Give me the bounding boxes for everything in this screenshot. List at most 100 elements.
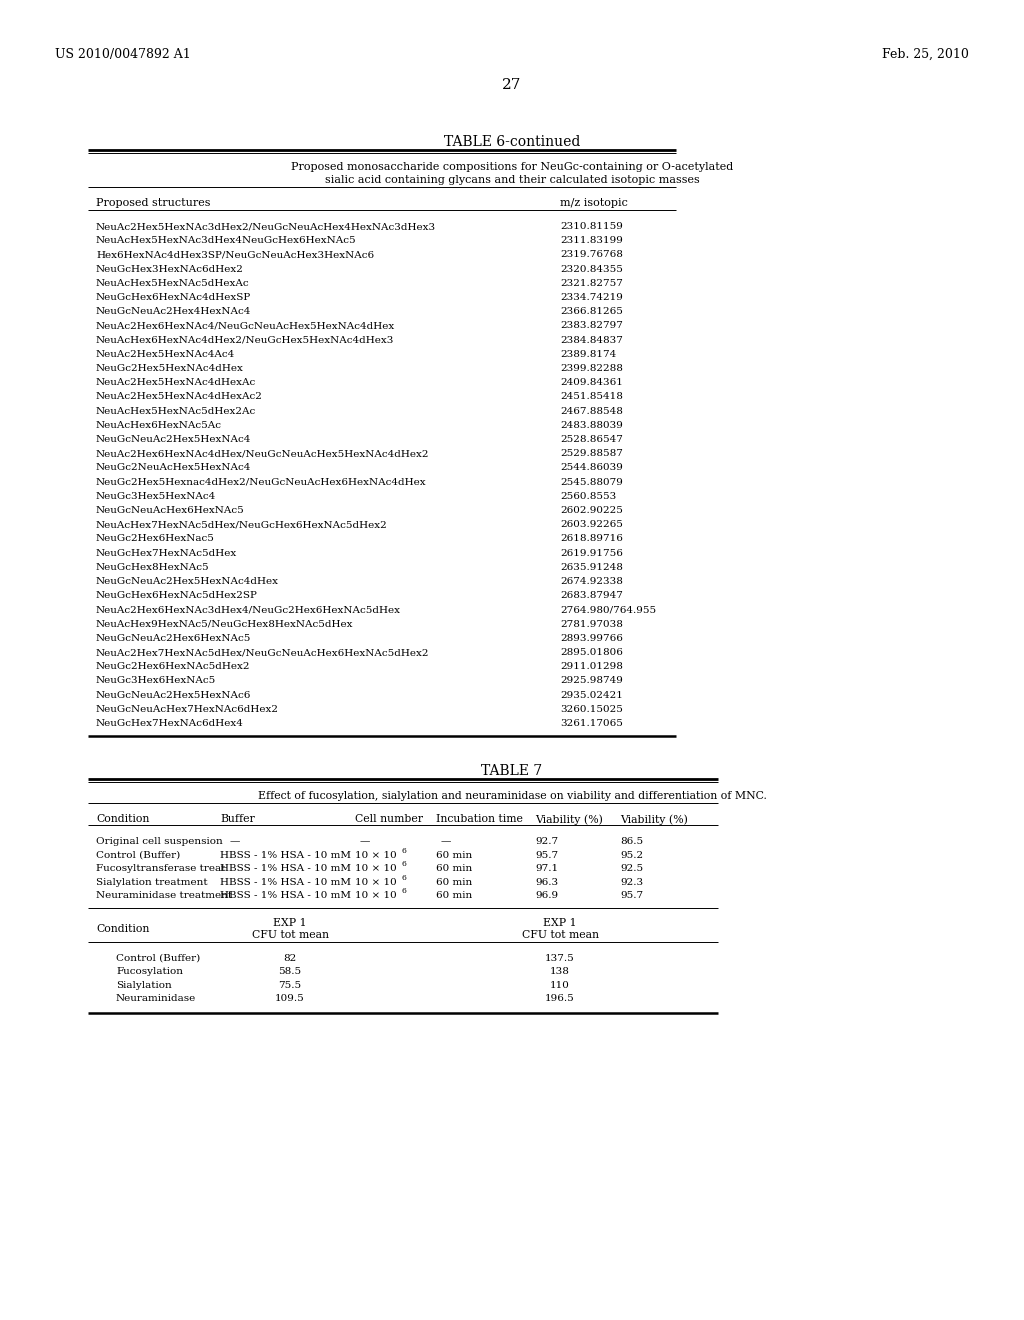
- Text: NeuAcHex6HexNAc4dHex2/NeuGcHex5HexNAc4dHex3: NeuAcHex6HexNAc4dHex2/NeuGcHex5HexNAc4dH…: [96, 335, 394, 345]
- Text: 60 min: 60 min: [436, 891, 472, 900]
- Text: 2618.89716: 2618.89716: [560, 535, 623, 544]
- Text: 196.5: 196.5: [545, 994, 574, 1003]
- Text: NeuAc2Hex5HexNAc4dHexAc2: NeuAc2Hex5HexNAc4dHexAc2: [96, 392, 263, 401]
- Text: NeuGcHex6HexNAc5dHex2SP: NeuGcHex6HexNAc5dHex2SP: [96, 591, 258, 601]
- Text: NeuAcHex5HexNAc5dHex2Ac: NeuAcHex5HexNAc5dHex2Ac: [96, 407, 256, 416]
- Text: 2781.97038: 2781.97038: [560, 619, 623, 628]
- Text: NeuGcNeuAc2Hex5HexNAc4dHex: NeuGcNeuAc2Hex5HexNAc4dHex: [96, 577, 279, 586]
- Text: 2528.86547: 2528.86547: [560, 436, 623, 444]
- Text: Viability (%): Viability (%): [620, 814, 688, 825]
- Text: CFU tot mean: CFU tot mean: [521, 929, 598, 940]
- Text: NeuGcHex3HexNAc6dHex2: NeuGcHex3HexNAc6dHex2: [96, 264, 244, 273]
- Text: 10 × 10: 10 × 10: [355, 878, 396, 887]
- Text: Condition: Condition: [96, 814, 150, 824]
- Text: 110: 110: [550, 981, 570, 990]
- Text: 2895.01806: 2895.01806: [560, 648, 623, 657]
- Text: NeuGcNeuAcHex7HexNAc6dHex2: NeuGcNeuAcHex7HexNAc6dHex2: [96, 705, 279, 714]
- Text: 2389.8174: 2389.8174: [560, 350, 616, 359]
- Text: 10 × 10: 10 × 10: [355, 850, 396, 859]
- Text: NeuGc2Hex5HexNAc4dHex: NeuGc2Hex5HexNAc4dHex: [96, 364, 244, 374]
- Text: Cell number: Cell number: [355, 814, 423, 824]
- Text: 2764.980/764.955: 2764.980/764.955: [560, 606, 656, 614]
- Text: 109.5: 109.5: [275, 994, 305, 1003]
- Text: NeuGc2Hex6HexNac5: NeuGc2Hex6HexNac5: [96, 535, 215, 544]
- Text: 6: 6: [401, 861, 406, 869]
- Text: 2319.76768: 2319.76768: [560, 251, 623, 260]
- Text: 2311.83199: 2311.83199: [560, 236, 623, 246]
- Text: Control (Buffer): Control (Buffer): [96, 850, 180, 859]
- Text: 2310.81159: 2310.81159: [560, 222, 623, 231]
- Text: EXP 1: EXP 1: [543, 917, 577, 928]
- Text: 95.7: 95.7: [620, 891, 643, 900]
- Text: 2467.88548: 2467.88548: [560, 407, 623, 416]
- Text: 3261.17065: 3261.17065: [560, 719, 623, 729]
- Text: NeuAc2Hex6HexNAc3dHex4/NeuGc2Hex6HexNAc5dHex: NeuAc2Hex6HexNAc3dHex4/NeuGc2Hex6HexNAc5…: [96, 606, 401, 614]
- Text: 2893.99766: 2893.99766: [560, 634, 623, 643]
- Text: Proposed structures: Proposed structures: [96, 198, 211, 209]
- Text: Sialylation treatment: Sialylation treatment: [96, 878, 208, 887]
- Text: 2935.02421: 2935.02421: [560, 690, 623, 700]
- Text: Buffer: Buffer: [220, 814, 255, 824]
- Text: 2602.90225: 2602.90225: [560, 506, 623, 515]
- Text: 2366.81265: 2366.81265: [560, 308, 623, 317]
- Text: NeuGcHex7HexNAc5dHex: NeuGcHex7HexNAc5dHex: [96, 549, 238, 557]
- Text: 2483.88039: 2483.88039: [560, 421, 623, 430]
- Text: 2683.87947: 2683.87947: [560, 591, 623, 601]
- Text: 2334.74219: 2334.74219: [560, 293, 623, 302]
- Text: 60 min: 60 min: [436, 878, 472, 887]
- Text: Condition: Condition: [96, 924, 150, 933]
- Text: NeuGc2NeuAcHex5HexNAc4: NeuGc2NeuAcHex5HexNAc4: [96, 463, 251, 473]
- Text: 2560.8553: 2560.8553: [560, 492, 616, 500]
- Text: 95.7: 95.7: [535, 850, 558, 859]
- Text: 92.5: 92.5: [620, 865, 643, 874]
- Text: 92.3: 92.3: [620, 878, 643, 887]
- Text: 96.9: 96.9: [535, 891, 558, 900]
- Text: 2529.88587: 2529.88587: [560, 449, 623, 458]
- Text: NeuGc2Hex5Hexnac4dHex2/NeuGcNeuAcHex6HexNAc4dHex: NeuGc2Hex5Hexnac4dHex2/NeuGcNeuAcHex6Hex…: [96, 478, 427, 487]
- Text: 95.2: 95.2: [620, 850, 643, 859]
- Text: 10 × 10: 10 × 10: [355, 865, 396, 874]
- Text: US 2010/0047892 A1: US 2010/0047892 A1: [55, 48, 190, 61]
- Text: Fucosyltransferase treat: Fucosyltransferase treat: [96, 865, 225, 874]
- Text: 2409.84361: 2409.84361: [560, 379, 623, 387]
- Text: NeuGcNeuAc2Hex5HexNAc6: NeuGcNeuAc2Hex5HexNAc6: [96, 690, 251, 700]
- Text: 86.5: 86.5: [620, 837, 643, 846]
- Text: 75.5: 75.5: [279, 981, 301, 990]
- Text: TABLE 7: TABLE 7: [481, 764, 543, 779]
- Text: NeuAcHex6HexNAc5Ac: NeuAcHex6HexNAc5Ac: [96, 421, 222, 430]
- Text: Neuraminidase treatment: Neuraminidase treatment: [96, 891, 232, 900]
- Text: 137.5: 137.5: [545, 953, 574, 962]
- Text: NeuAcHex5HexNAc5dHexAc: NeuAcHex5HexNAc5dHexAc: [96, 279, 250, 288]
- Text: NeuAc2Hex6HexNAc4dHex/NeuGcNeuAcHex5HexNAc4dHex2: NeuAc2Hex6HexNAc4dHex/NeuGcNeuAcHex5HexN…: [96, 449, 429, 458]
- Text: 2399.82288: 2399.82288: [560, 364, 623, 374]
- Text: NeuAcHex9HexNAc5/NeuGcHex8HexNAc5dHex: NeuAcHex9HexNAc5/NeuGcHex8HexNAc5dHex: [96, 619, 353, 628]
- Text: 2451.85418: 2451.85418: [560, 392, 623, 401]
- Text: Fucosylation: Fucosylation: [116, 968, 183, 977]
- Text: 60 min: 60 min: [436, 865, 472, 874]
- Text: 58.5: 58.5: [279, 968, 301, 977]
- Text: HBSS - 1% HSA - 10 mM: HBSS - 1% HSA - 10 mM: [220, 891, 351, 900]
- Text: 2911.01298: 2911.01298: [560, 663, 623, 671]
- Text: 60 min: 60 min: [436, 850, 472, 859]
- Text: 2674.92338: 2674.92338: [560, 577, 623, 586]
- Text: 2619.91756: 2619.91756: [560, 549, 623, 557]
- Text: NeuAc2Hex5HexNAc3dHex2/NeuGcNeuAcHex4HexNAc3dHex3: NeuAc2Hex5HexNAc3dHex2/NeuGcNeuAcHex4Hex…: [96, 222, 436, 231]
- Text: 2603.92265: 2603.92265: [560, 520, 623, 529]
- Text: 2384.84837: 2384.84837: [560, 335, 623, 345]
- Text: NeuAc2Hex5HexNAc4Ac4: NeuAc2Hex5HexNAc4Ac4: [96, 350, 236, 359]
- Text: 92.7: 92.7: [535, 837, 558, 846]
- Text: 2545.88079: 2545.88079: [560, 478, 623, 487]
- Text: 2383.82797: 2383.82797: [560, 321, 623, 330]
- Text: 97.1: 97.1: [535, 865, 558, 874]
- Text: NeuGcNeuAcHex6HexNAc5: NeuGcNeuAcHex6HexNAc5: [96, 506, 245, 515]
- Text: Neuraminidase: Neuraminidase: [116, 994, 197, 1003]
- Text: NeuGc3Hex6HexNAc5: NeuGc3Hex6HexNAc5: [96, 676, 216, 685]
- Text: Proposed monosaccharide compositions for NeuGc-containing or O-acetylated: Proposed monosaccharide compositions for…: [291, 162, 733, 172]
- Text: NeuGcNeuAc2Hex6HexNAc5: NeuGcNeuAc2Hex6HexNAc5: [96, 634, 251, 643]
- Text: EXP 1: EXP 1: [273, 917, 307, 928]
- Text: NeuAc2Hex6HexNAc4/NeuGcNeuAcHex5HexNAc4dHex: NeuAc2Hex6HexNAc4/NeuGcNeuAcHex5HexNAc4d…: [96, 321, 395, 330]
- Text: NeuAcHex7HexNAc5dHex/NeuGcHex6HexNAc5dHex2: NeuAcHex7HexNAc5dHex/NeuGcHex6HexNAc5dHe…: [96, 520, 388, 529]
- Text: 96.3: 96.3: [535, 878, 558, 887]
- Text: CFU tot mean: CFU tot mean: [252, 929, 329, 940]
- Text: 6: 6: [401, 874, 406, 882]
